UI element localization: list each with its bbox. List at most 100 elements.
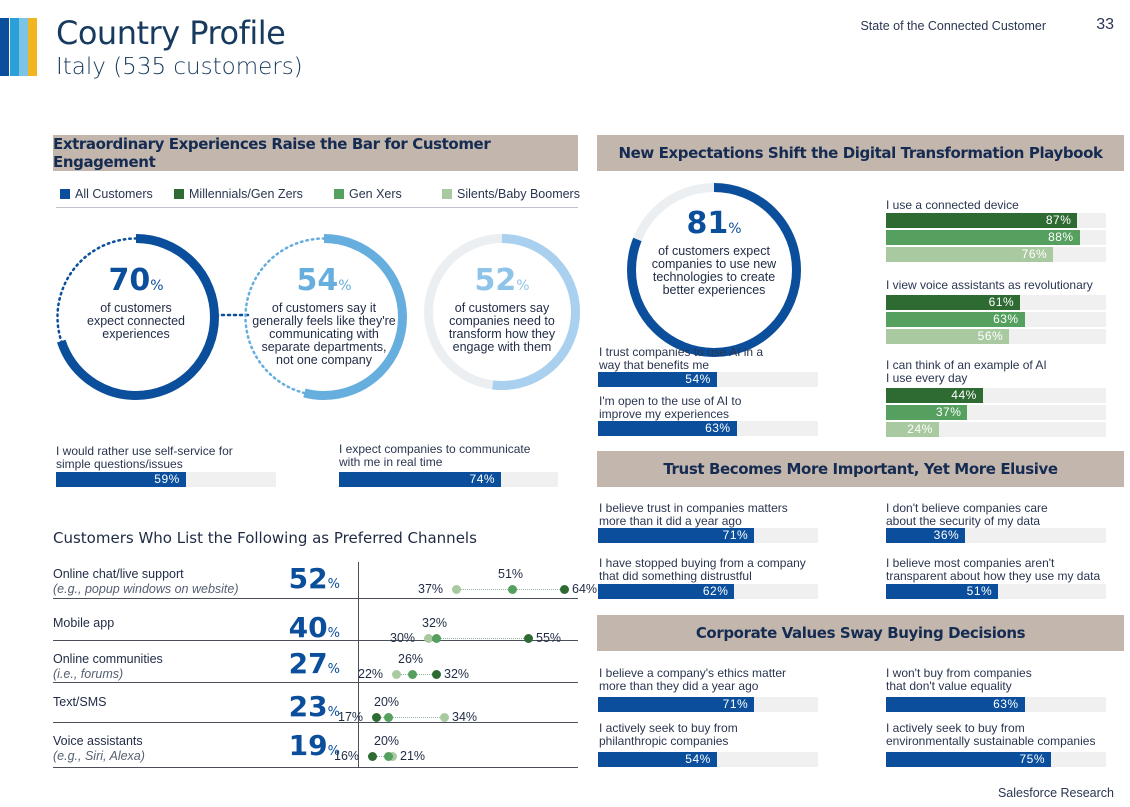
- bar-track: 63%: [598, 421, 818, 436]
- legend-divider: [56, 207, 578, 208]
- dot-genx: [432, 634, 441, 643]
- bar-trust-matters: 71%: [598, 528, 755, 543]
- dot-label-right: 34%: [452, 710, 478, 724]
- legend-item-genx: Gen Xers: [334, 187, 402, 201]
- bar-millennials: 61%: [886, 295, 1021, 310]
- legend-label: Silents/Baby Boomers: [457, 187, 580, 201]
- dot-millennials: [372, 713, 381, 722]
- channel-separator: [53, 598, 578, 599]
- ring-label-connected: 70% of customers expect connected experien…: [62, 265, 210, 341]
- dot-millennials: [524, 634, 533, 643]
- bar-track: 54%: [598, 752, 818, 767]
- bar-track: 74%: [339, 472, 558, 487]
- stat-label-data-security: I don't believe companies care about the …: [886, 501, 1048, 528]
- report-name: State of the Connected Customer: [860, 19, 1046, 33]
- bar-track: 76%: [886, 247, 1106, 262]
- dot-label-right: 32%: [444, 667, 470, 681]
- dot-label-right: 55%: [536, 631, 562, 645]
- bar-track: 24%: [886, 422, 1106, 437]
- bar-genx: 88%: [886, 230, 1080, 245]
- bar-sustainable: 75%: [886, 752, 1051, 767]
- legend-label: All Customers: [75, 187, 153, 201]
- bar-real-time: 74%: [339, 472, 502, 487]
- bar-track: 36%: [886, 528, 1106, 543]
- dot-label-left: 37%: [418, 582, 444, 596]
- channel-separator: [53, 640, 578, 641]
- ring-label-departments: 54% of customers say it generally feels l…: [250, 265, 398, 367]
- stat-label-self-service: I would rather use self-service for simpl…: [56, 444, 233, 471]
- dot-label-genx: 32%: [422, 616, 448, 630]
- bar-data-security: 36%: [886, 528, 966, 543]
- section-banner-values: Corporate Values Sway Buying Decisions: [597, 615, 1124, 651]
- dot-genx: [384, 713, 393, 722]
- page-subtitle: Italy (535 customers): [56, 54, 303, 80]
- group-label-connected-device: I use a connected device: [886, 198, 1019, 212]
- bar-track: 63%: [886, 312, 1106, 327]
- legend-swatch: [442, 189, 452, 199]
- footer-source: Salesforce Research: [997, 786, 1114, 800]
- bar-transparency: 51%: [886, 584, 999, 599]
- ring-value: 70%: [108, 263, 164, 298]
- dot-silents: [452, 585, 461, 594]
- bar-millennials: 87%: [886, 213, 1078, 228]
- channel-value: 40%: [288, 611, 340, 644]
- bar-silents: 24%: [886, 422, 939, 437]
- channel-separator: [53, 682, 578, 683]
- dot-label-left: 16%: [334, 749, 360, 763]
- page-title: Country Profile: [56, 14, 286, 52]
- ring-caption: of customers expect connected experiences: [87, 301, 185, 341]
- dot-millennials: [368, 752, 377, 761]
- channel-label: Voice assistants (e.g., Siri, Alexa): [53, 734, 145, 763]
- group-label-ai-every-day: I can think of an example of AI I use eve…: [886, 358, 1047, 385]
- bar-track: 63%: [886, 697, 1106, 712]
- bar-track: 56%: [886, 329, 1106, 344]
- stat-label-philanthropic: I actively seek to buy from philanthropic…: [599, 721, 738, 748]
- channels-title: Customers Who List the Following as Pref…: [53, 529, 477, 547]
- brand-stripe-1: [0, 18, 9, 76]
- channel-value: 23%: [288, 690, 340, 723]
- stat-label-trust-matters: I believe trust in companies matters more…: [599, 501, 788, 528]
- dot-label-right: 21%: [400, 749, 426, 763]
- bar-track: 75%: [886, 752, 1106, 767]
- ring-chart-transform: [424, 234, 580, 390]
- legend-swatch: [334, 189, 344, 199]
- bar-track: 61%: [886, 295, 1106, 310]
- stat-label-stopped-buying: I have stopped buying from a company that…: [599, 556, 806, 583]
- bar-track: 71%: [598, 697, 818, 712]
- dot-millennials: [432, 670, 441, 679]
- section-banner-digital: New Expectations Shift the Digital Trans…: [597, 135, 1124, 171]
- channel-separator: [53, 767, 578, 768]
- ring-arc: [424, 234, 580, 390]
- stat-label-equality: I won't buy from companies that don't val…: [886, 666, 1032, 693]
- bar-trust-ai: 54%: [598, 372, 717, 387]
- bar-track: 88%: [886, 230, 1106, 245]
- section-banner-experiences: Extraordinary Experiences Raise the Bar …: [53, 135, 578, 171]
- dot-genx: [384, 752, 393, 761]
- page-number: 33: [1096, 16, 1114, 33]
- dot-silents: [424, 634, 433, 643]
- ring-label-new-tech: 81% of customers expect companies to use …: [636, 208, 792, 297]
- legend-item-silents: Silents/Baby Boomers: [442, 187, 580, 201]
- channel-label: Text/SMS: [53, 695, 107, 709]
- bar-ethics: 71%: [598, 697, 755, 712]
- bar-genx: 63%: [886, 312, 1025, 327]
- stat-label-open-ai: I'm open to the use of AI to improve my e…: [599, 394, 742, 421]
- ring-value: 52%: [474, 263, 530, 298]
- stat-label-trust-ai: I trust companies to use AI in a way that…: [599, 345, 764, 372]
- bar-open-ai: 63%: [598, 421, 737, 436]
- ring-chart-connected: [53, 234, 219, 400]
- bar-equality: 63%: [886, 697, 1025, 712]
- stat-label-transparency: I believe most companies aren't transpare…: [886, 556, 1101, 583]
- bar-track: 51%: [886, 584, 1106, 599]
- bar-silents: 56%: [886, 329, 1010, 344]
- brand-stripe-4: [28, 18, 37, 76]
- bar-stopped-buying: 62%: [598, 584, 735, 599]
- ring-label-transform: 52% of customers say companies need to tra…: [432, 265, 572, 354]
- ring-chart-new-tech: [627, 183, 801, 357]
- channels-divider: [358, 562, 359, 767]
- dot-label-genx: 51%: [498, 567, 524, 581]
- dot-millennials: [560, 585, 569, 594]
- bar-track: 37%: [886, 405, 1106, 420]
- legend-swatch: [60, 189, 70, 199]
- section-banner-trust: Trust Becomes More Important, Yet More E…: [597, 451, 1124, 487]
